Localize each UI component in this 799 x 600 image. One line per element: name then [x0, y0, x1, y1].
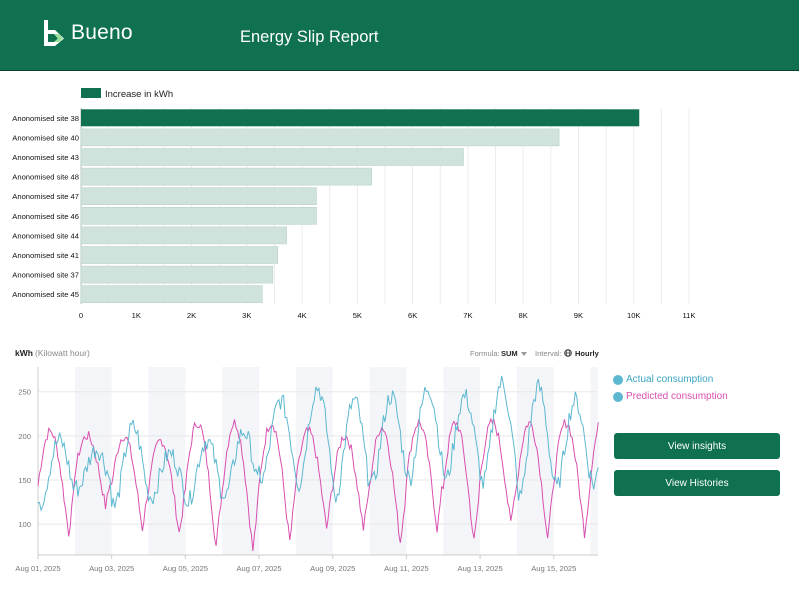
day-shade — [74, 367, 112, 555]
bar[interactable] — [80, 207, 317, 225]
bar-category-label: Anonomised site 41 — [12, 251, 79, 260]
line-y-tick-labels: 100 150 200 250 — [18, 388, 31, 529]
view-insights-button[interactable]: View insights — [614, 433, 780, 459]
bar[interactable] — [80, 246, 279, 264]
bar[interactable] — [80, 187, 317, 205]
bar-category-label: Anonomised site 38 — [12, 114, 79, 123]
interval-label: Interval: — [535, 349, 562, 358]
actual-consumption-line — [37, 375, 599, 512]
line-x-tick-label: Aug 05, 2025 — [163, 564, 208, 573]
bar[interactable] — [80, 148, 464, 166]
bar[interactable] — [80, 265, 274, 284]
bar-category-label: Anonomised site 48 — [12, 173, 79, 182]
legend-predicted-label: Predicted consumption — [626, 391, 728, 402]
line-chart: kWh (Kilowatt hour) Formula: SUM Interva… — [15, 348, 600, 573]
unit-description: (Kilowatt hour) — [35, 348, 90, 358]
bar-category-label: Anonomised site 44 — [12, 231, 79, 240]
bars — [80, 109, 640, 303]
globe-icon[interactable] — [564, 349, 572, 357]
line-x-tick-label: Aug 11, 2025 — [384, 564, 429, 573]
line-y-tick-label: 250 — [18, 388, 31, 397]
bar-x-tick-label: 11K — [683, 311, 696, 320]
line-x-tick-label: Aug 15, 2025 — [531, 564, 576, 573]
bar-x-tick-label: 0 — [79, 311, 83, 320]
line-x-tick-labels: Aug 01, 2025 Aug 03, 2025 Aug 05, 2025 Aug … — [15, 555, 576, 573]
line-y-tick-label: 200 — [18, 432, 31, 441]
actual-legend-dot-icon — [613, 374, 623, 385]
bar[interactable] — [80, 167, 373, 186]
bar-legend-swatch — [81, 88, 101, 98]
line-gridlines — [37, 367, 598, 556]
bar-x-tick-label: 3K — [242, 311, 251, 320]
bar-category-label: Anonomised site 37 — [12, 271, 79, 280]
line-x-tick-label: Aug 03, 2025 — [89, 564, 134, 573]
bar-x-tick-label: 5K — [353, 311, 362, 320]
line-y-tick-label: 100 — [18, 520, 31, 529]
report-title: Energy Slip Report — [240, 28, 379, 46]
formula-dropdown-icon[interactable] — [521, 352, 527, 356]
brand-logo[interactable]: Bueno — [42, 19, 133, 47]
bar[interactable] — [80, 285, 263, 303]
bar-x-tick-label: 8K — [519, 311, 528, 320]
bar-category-label: Anonomised site 40 — [12, 133, 79, 142]
legend-actual[interactable]: Actual consumption — [613, 374, 713, 385]
app-header: Bueno Energy Slip Report — [0, 0, 799, 71]
bar-category-label: Anonomised site 45 — [12, 290, 79, 299]
bar-x-tick-label: 7K — [463, 311, 472, 320]
bar[interactable] — [81, 109, 640, 127]
formula-label: Formula: — [470, 349, 500, 358]
bar-category-label: Anonomised site 43 — [12, 153, 79, 162]
bar-legend-label: Increase in kWh — [105, 89, 173, 100]
bar-x-tick-label: 9K — [574, 311, 583, 320]
bueno-logo-icon — [44, 20, 64, 46]
bar-x-tick-label: 4K — [297, 311, 306, 320]
day-shade — [590, 367, 598, 555]
bar-category-label: Anonomised site 47 — [12, 192, 79, 201]
line-x-tick-label: Aug 01, 2025 — [15, 564, 60, 573]
bar[interactable] — [80, 128, 560, 147]
formula-value[interactable]: SUM — [501, 349, 518, 358]
day-shade — [222, 367, 260, 555]
predicted-legend-dot-icon — [613, 391, 623, 402]
unit-label: kWh — [15, 348, 33, 358]
view-histories-button[interactable]: View Histories — [614, 470, 780, 496]
predicted-consumption-line — [37, 417, 599, 552]
legend-predicted[interactable]: Predicted consumption — [613, 391, 728, 402]
bar-x-tick-label: 1K — [132, 311, 141, 320]
bar-x-tick-label: 6K — [408, 311, 417, 320]
day-shade — [443, 367, 481, 555]
line-x-tick-label: Aug 13, 2025 — [458, 564, 503, 573]
interval-value[interactable]: Hourly — [575, 349, 600, 358]
day-shade — [516, 367, 554, 555]
legend-actual-label: Actual consumption — [626, 374, 714, 385]
bar-x-tick-label: 10K — [627, 311, 641, 320]
bar-x-tick-labels: 0 1K 2K 3K 4K 5K 6K 7K 8K 9K 10K 11K — [79, 311, 696, 320]
line-x-tick-label: Aug 09, 2025 — [310, 564, 355, 573]
bar-chart: Increase in kWh Anonomised site 38Anonom… — [12, 88, 696, 320]
bar-category-labels: Anonomised site 38 Anonomised site 40 Anon… — [12, 114, 79, 299]
brand-name: Bueno — [71, 21, 133, 44]
bar[interactable] — [80, 226, 287, 245]
line-y-tick-label: 150 — [18, 476, 31, 485]
bar-category-label: Anonomised site 46 — [12, 212, 79, 221]
bar-x-tick-label: 2K — [187, 311, 196, 320]
line-x-tick-label: Aug 07, 2025 — [236, 564, 281, 573]
